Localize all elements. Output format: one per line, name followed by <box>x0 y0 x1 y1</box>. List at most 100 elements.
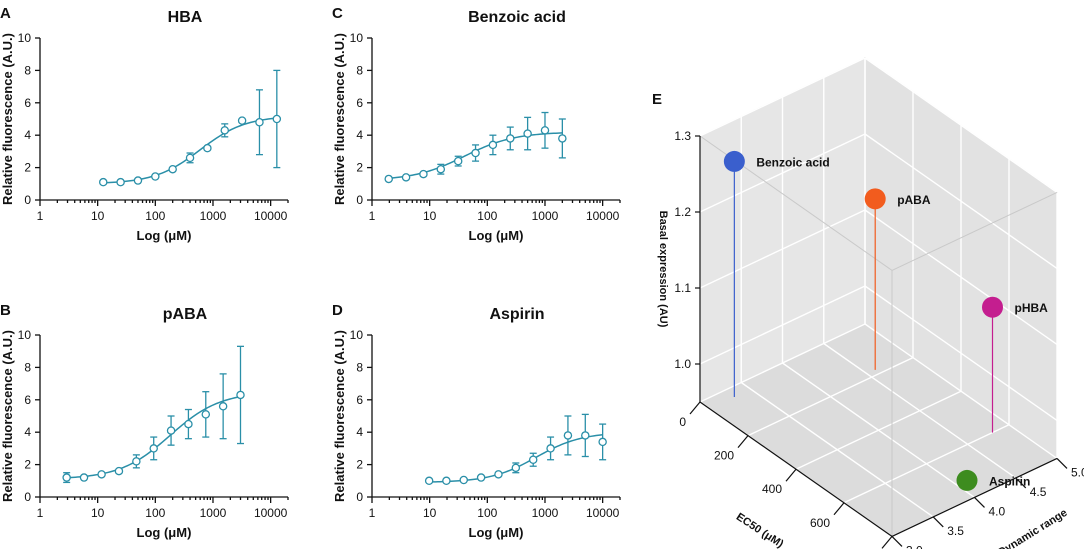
x-tick-label: 100 <box>145 506 165 520</box>
data-point <box>956 469 978 491</box>
data-point <box>581 431 590 440</box>
x-tick-mark <box>689 401 701 415</box>
x-tick-label: 600 <box>810 516 830 530</box>
data-point <box>506 134 515 143</box>
x-tick-label: 1 <box>369 209 376 223</box>
x-tick-mark <box>881 536 893 549</box>
data-point <box>255 117 264 127</box>
panel-letter-d: D <box>332 302 343 319</box>
x-tick-label: 1000 <box>200 209 227 223</box>
z-tick-label: 1.0 <box>674 357 691 371</box>
y-tick-label: 3.0 <box>906 543 923 549</box>
panel-d: D Aspirin 0 2 4 6 8 10 1 10 100 1000 10000 Log (μM)… <box>332 302 621 540</box>
grid-line <box>747 356 914 437</box>
point-label: Aspirin <box>989 474 1030 488</box>
y-tick-label: 8 <box>356 63 363 77</box>
y-tick-label: 4 <box>24 128 31 142</box>
z-tick-label: 1.2 <box>674 205 691 219</box>
data-point <box>442 476 451 486</box>
y-tick-label: 2 <box>356 458 363 472</box>
data-point <box>401 173 411 182</box>
x-axis-label: Log (μM) <box>137 228 192 243</box>
panel-a: A HBA 0 2 4 6 8 10 1 10 100 1000 10000 Log (μM) Rela… <box>0 5 289 243</box>
y-tick-label: 8 <box>356 360 363 374</box>
y-axis-label: Relative fluorescence (A.U.) <box>0 330 15 502</box>
y-tick-label: 3.5 <box>947 524 964 538</box>
y-axis-label: Relative fluorescence (A.U.) <box>332 33 347 205</box>
y-tick-label: 6 <box>24 393 31 407</box>
y-tick-mark <box>891 535 903 547</box>
y-tick-label: 4 <box>24 425 31 439</box>
data-point <box>168 164 177 174</box>
data-point <box>149 444 158 453</box>
x-tick-label: 100 <box>477 209 497 223</box>
y-tick-label: 10 <box>18 328 32 342</box>
y-tick-label: 0 <box>24 193 31 207</box>
panel-c-title: Benzoic acid <box>468 9 566 26</box>
data-point <box>511 463 521 473</box>
x-tick-label: 100 <box>145 209 165 223</box>
y-tick-label: 5.0 <box>1071 465 1084 479</box>
data-point <box>151 172 160 181</box>
panel-letter-b: B <box>0 302 11 319</box>
y-tick-label: 10 <box>350 328 364 342</box>
data-point <box>237 116 247 125</box>
y-axis-label: Relative fluorescence (A.U.) <box>0 33 15 205</box>
data-point <box>453 156 463 166</box>
data-point <box>98 177 108 187</box>
data-point <box>79 473 89 482</box>
data-point <box>185 153 195 163</box>
data-point <box>133 176 143 185</box>
data-point <box>528 455 538 464</box>
data-point <box>563 431 573 440</box>
point-label: Benzoic acid <box>756 155 829 169</box>
panel-letter-a: A <box>0 5 11 22</box>
data-point <box>540 126 550 135</box>
data-point <box>419 169 428 179</box>
y-axis-label: Relative fluorescence (A.U.) <box>332 330 347 502</box>
x-axis-label: Log (μM) <box>469 228 524 243</box>
x-tick-label: 100 <box>477 506 497 520</box>
x-tick-label: 1000 <box>532 506 559 520</box>
y-tick-label: 2 <box>24 458 31 472</box>
y-tick-label: 4.5 <box>1030 485 1047 499</box>
grid-line <box>699 323 866 403</box>
x-tick-label: 10 <box>423 506 437 520</box>
data-point <box>62 473 71 482</box>
y-axis-label: Dynamic range <box>996 507 1069 549</box>
y-tick-mark <box>932 516 944 528</box>
data-point <box>488 140 498 150</box>
x-axis-label: Log (μM) <box>137 525 192 540</box>
x-tick-label: 10000 <box>586 506 620 520</box>
point-label: pABA <box>897 193 931 207</box>
data-point <box>116 177 125 187</box>
y-tick-label: 8 <box>24 360 31 374</box>
data-point <box>220 126 230 135</box>
x-axis-label: Log (μM) <box>469 525 524 540</box>
panel-d-title: Aspirin <box>489 306 544 323</box>
data-point <box>864 188 886 210</box>
data-point <box>424 476 434 486</box>
data-point <box>476 473 486 482</box>
y-tick-label: 2 <box>24 161 31 175</box>
y-tick-label: 0 <box>356 193 363 207</box>
data-point <box>203 143 212 153</box>
x-tick-label: 1000 <box>532 209 559 223</box>
z-axis-label: Basal expression (AU) <box>657 211 669 328</box>
fit-curve <box>103 117 277 184</box>
y-tick-label: 6 <box>356 96 363 110</box>
panel-b: B pABA 0 2 4 6 8 10 1 10 100 1000 10000 Log (μM) Rel… <box>0 302 289 540</box>
x-tick-label: 1 <box>37 506 44 520</box>
panel-letter-e: E <box>652 91 662 108</box>
x-tick-mark <box>833 502 845 516</box>
x-tick-label: 10 <box>423 209 437 223</box>
data-point <box>558 134 567 143</box>
y-tick-mark <box>1015 477 1027 489</box>
data-point <box>218 402 228 411</box>
data-point <box>166 426 176 435</box>
panel-e: E 1.0 1.1 1.2 1.3 Basal expression (AU) 0 200 4… <box>652 57 1084 549</box>
data-point <box>982 296 1003 318</box>
z-tick-label: 1.3 <box>674 129 691 143</box>
